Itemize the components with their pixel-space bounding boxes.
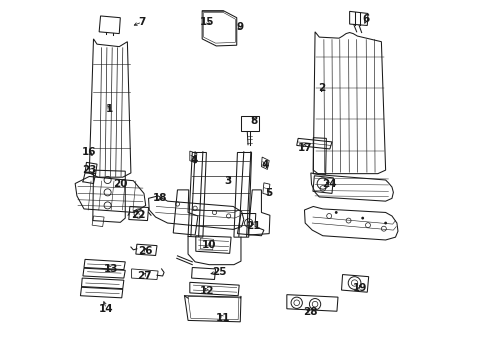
Text: 25: 25 bbox=[212, 267, 226, 277]
Text: 24: 24 bbox=[322, 179, 337, 189]
Text: 4: 4 bbox=[261, 160, 268, 170]
Text: 20: 20 bbox=[113, 179, 127, 189]
Text: 10: 10 bbox=[202, 240, 216, 250]
Text: 1: 1 bbox=[106, 104, 113, 114]
Circle shape bbox=[334, 211, 337, 214]
Text: 2: 2 bbox=[318, 83, 325, 93]
Text: 12: 12 bbox=[200, 286, 214, 296]
Text: 19: 19 bbox=[352, 283, 366, 293]
Text: 15: 15 bbox=[200, 17, 214, 27]
Circle shape bbox=[384, 222, 386, 224]
Text: 6: 6 bbox=[362, 14, 369, 24]
Text: 21: 21 bbox=[245, 221, 260, 231]
Text: 11: 11 bbox=[216, 313, 230, 323]
Text: 4: 4 bbox=[190, 154, 198, 165]
Text: 3: 3 bbox=[224, 176, 231, 186]
Text: 26: 26 bbox=[138, 246, 153, 256]
Text: 13: 13 bbox=[103, 264, 118, 274]
Text: 23: 23 bbox=[82, 165, 96, 175]
Text: 16: 16 bbox=[82, 148, 96, 157]
Text: 7: 7 bbox=[138, 17, 145, 27]
Text: 14: 14 bbox=[99, 304, 113, 314]
Text: 5: 5 bbox=[265, 188, 272, 198]
Text: 9: 9 bbox=[236, 22, 244, 32]
Circle shape bbox=[361, 217, 364, 220]
Text: 28: 28 bbox=[303, 307, 317, 317]
Text: 22: 22 bbox=[130, 210, 145, 220]
Text: 18: 18 bbox=[153, 193, 167, 203]
Text: 17: 17 bbox=[297, 143, 312, 153]
Text: 27: 27 bbox=[136, 271, 151, 281]
Text: 8: 8 bbox=[250, 116, 258, 126]
